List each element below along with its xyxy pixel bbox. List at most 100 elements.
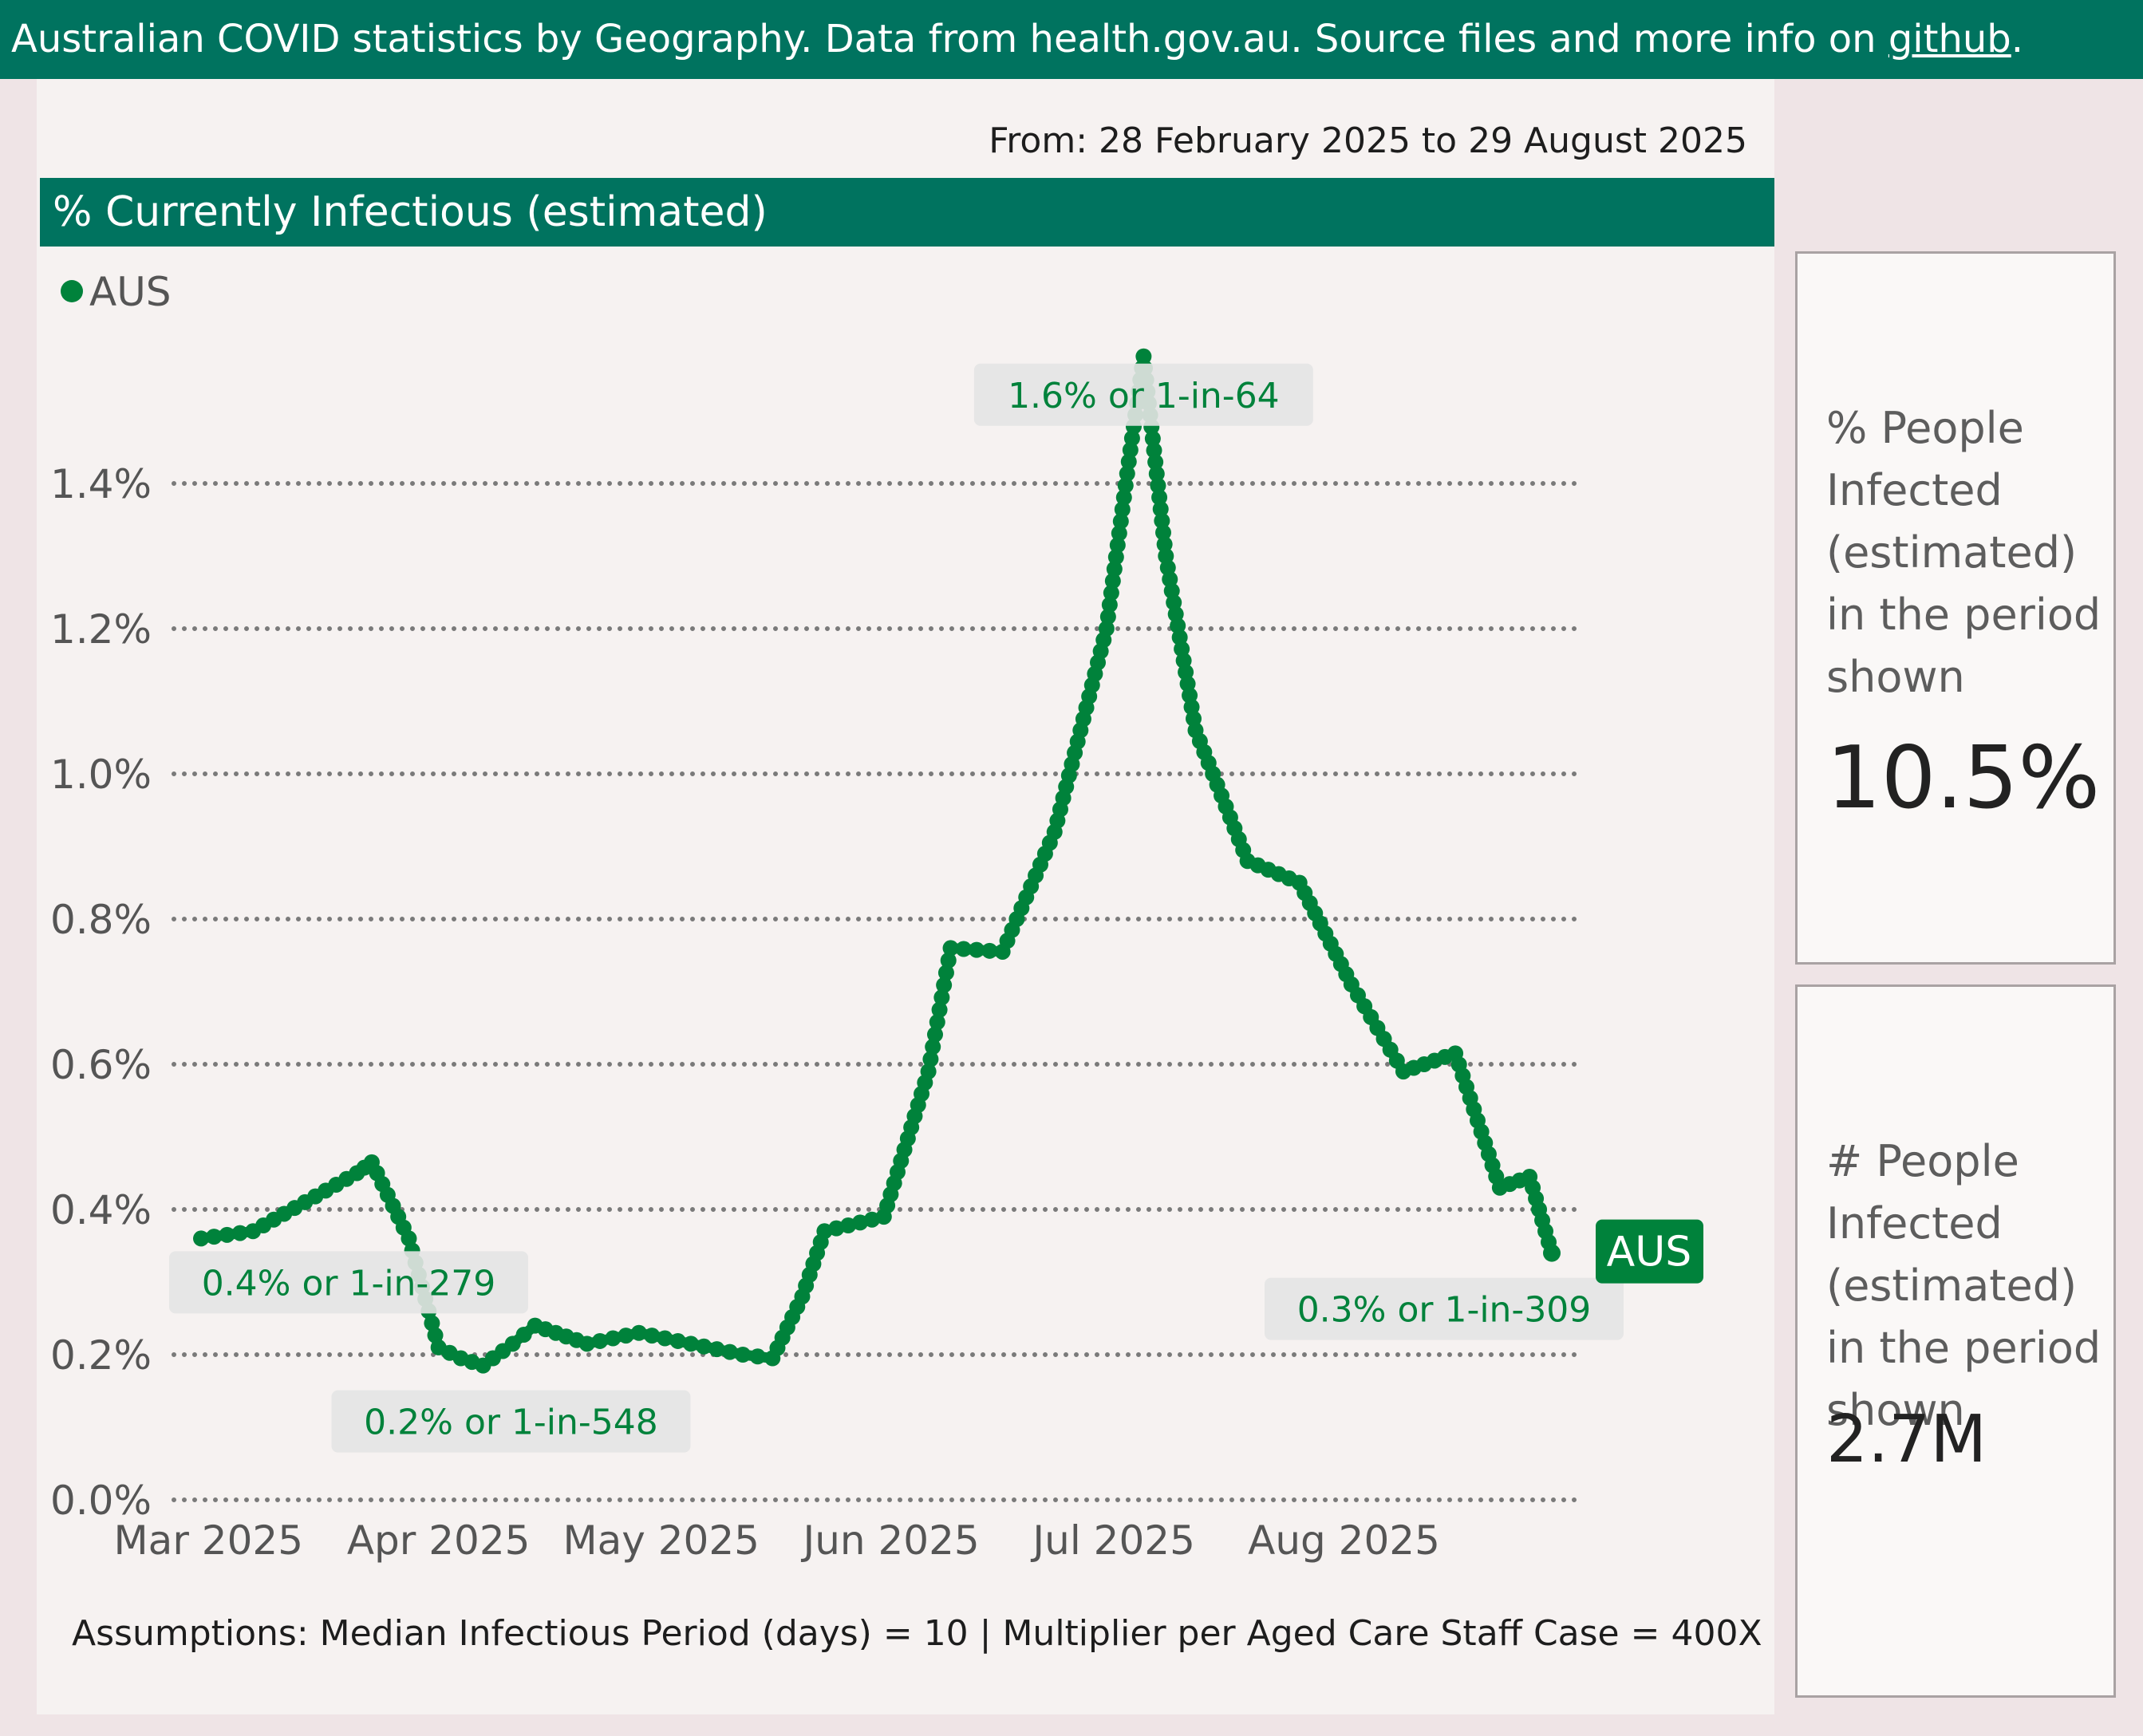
- data-point: [424, 1315, 440, 1332]
- data-point: [1104, 573, 1121, 590]
- data-point: [1154, 512, 1170, 529]
- data-point: [1109, 537, 1126, 554]
- data-point: [955, 941, 972, 957]
- data-point: [1150, 477, 1166, 494]
- data-point: [1152, 501, 1169, 518]
- data-point: [669, 1332, 686, 1349]
- date-range: From: 28 February 2025 to 29 August 2025: [989, 120, 1747, 161]
- legend-label: AUS: [89, 269, 172, 315]
- y-tick-label: 1.4%: [50, 461, 152, 507]
- y-tick-label: 1.2%: [50, 606, 152, 653]
- kpi-card-number-infected: # People Infected (estimated) in the per…: [1795, 984, 2116, 1698]
- data-point: [1146, 442, 1162, 459]
- data-point: [1148, 465, 1165, 482]
- header-bar: Australian COVID statistics by Geography…: [0, 0, 2143, 79]
- data-point: [427, 1327, 444, 1343]
- data-point: [682, 1336, 699, 1352]
- legend-marker: [61, 280, 83, 302]
- annotation-label: 1.6% or 1-in-64: [1008, 376, 1280, 416]
- data-point: [940, 952, 957, 969]
- x-tick-label: Apr 2025: [347, 1517, 531, 1564]
- data-point: [578, 1336, 595, 1352]
- data-point: [942, 940, 959, 957]
- data-point: [219, 1226, 235, 1243]
- github-link[interactable]: github: [1888, 17, 2011, 61]
- data-point: [1103, 585, 1119, 602]
- kpi-value-number: 2.7M: [1826, 1402, 1987, 1478]
- end-label-badge: [1596, 1219, 1703, 1284]
- data-point: [1135, 348, 1152, 365]
- data-point: [1111, 525, 1127, 542]
- data-point: [1115, 489, 1132, 506]
- data-point: [749, 1348, 766, 1365]
- data-point: [206, 1229, 223, 1245]
- header-text: Australian COVID statistics by Geography…: [11, 17, 1888, 61]
- data-point: [1155, 524, 1172, 541]
- data-point: [1117, 477, 1134, 494]
- annotation-label: 0.4% or 1-in-279: [202, 1263, 496, 1304]
- data-point: [721, 1343, 738, 1360]
- data-point: [231, 1225, 248, 1241]
- data-point: [1119, 465, 1135, 482]
- x-tick-label: Jul 2025: [1030, 1517, 1194, 1564]
- data-point: [969, 941, 985, 958]
- data-point: [591, 1332, 608, 1349]
- y-tick-label: 0.6%: [50, 1042, 152, 1088]
- data-point: [1543, 1244, 1561, 1262]
- data-point: [1101, 597, 1118, 614]
- data-point: [931, 1001, 948, 1018]
- data-point: [1144, 430, 1161, 447]
- data-point: [1098, 621, 1115, 637]
- x-tick-label: Aug 2025: [1248, 1517, 1440, 1564]
- data-point: [920, 1063, 937, 1080]
- data-point: [929, 1014, 945, 1031]
- annotation-box: [331, 1390, 691, 1453]
- data-point: [708, 1341, 725, 1358]
- data-point: [1156, 536, 1173, 553]
- x-tick-label: Jun 2025: [800, 1517, 979, 1564]
- end-label-text: AUS: [1607, 1229, 1692, 1276]
- data-point: [618, 1328, 634, 1344]
- y-tick-label: 0.8%: [50, 897, 152, 943]
- y-tick-label: 0.2%: [50, 1332, 152, 1379]
- data-point: [193, 1230, 209, 1247]
- kpi-label-percent: % People Infected (estimated) in the per…: [1826, 403, 2102, 702]
- header-suffix: .: [2011, 17, 2024, 61]
- y-tick-label: 1.0%: [50, 752, 152, 798]
- kpi-label-number: # People Infected (estimated) in the per…: [1826, 1136, 2102, 1435]
- data-point: [644, 1328, 661, 1344]
- annotation-label: 0.2% or 1-in-548: [364, 1403, 658, 1443]
- y-tick-label: 0.0%: [50, 1478, 152, 1524]
- data-point: [1106, 561, 1123, 578]
- data-point: [515, 1326, 532, 1343]
- annotation-box: [973, 363, 1313, 426]
- assumptions-text: Assumptions: Median Infectious Period (d…: [72, 1613, 1762, 1654]
- data-point: [1112, 513, 1129, 530]
- data-point: [926, 1026, 943, 1043]
- annotation-label: 0.3% or 1-in-309: [1297, 1290, 1592, 1331]
- data-point: [657, 1330, 673, 1347]
- data-point: [1099, 609, 1116, 625]
- x-tick-label: Mar 2025: [114, 1517, 303, 1564]
- data-point: [981, 942, 998, 959]
- data-point: [1122, 442, 1139, 459]
- data-point: [696, 1338, 712, 1355]
- data-point: [1107, 549, 1124, 566]
- data-point: [925, 1039, 941, 1055]
- data-point: [1123, 430, 1140, 447]
- data-point: [1120, 453, 1137, 470]
- data-point: [937, 965, 954, 981]
- series-points-aus: [193, 348, 1561, 1374]
- data-point: [1114, 501, 1131, 518]
- data-point: [936, 977, 953, 993]
- x-tick-label: May 2025: [562, 1517, 760, 1564]
- data-point: [1147, 454, 1164, 471]
- data-point: [401, 1230, 417, 1247]
- annotation-box: [169, 1251, 528, 1314]
- data-point: [735, 1347, 752, 1363]
- data-point: [1151, 489, 1168, 506]
- kpi-card-percent-infected: % People Infected (estimated) in the per…: [1795, 251, 2116, 965]
- data-point: [933, 989, 950, 1006]
- data-point: [605, 1330, 622, 1347]
